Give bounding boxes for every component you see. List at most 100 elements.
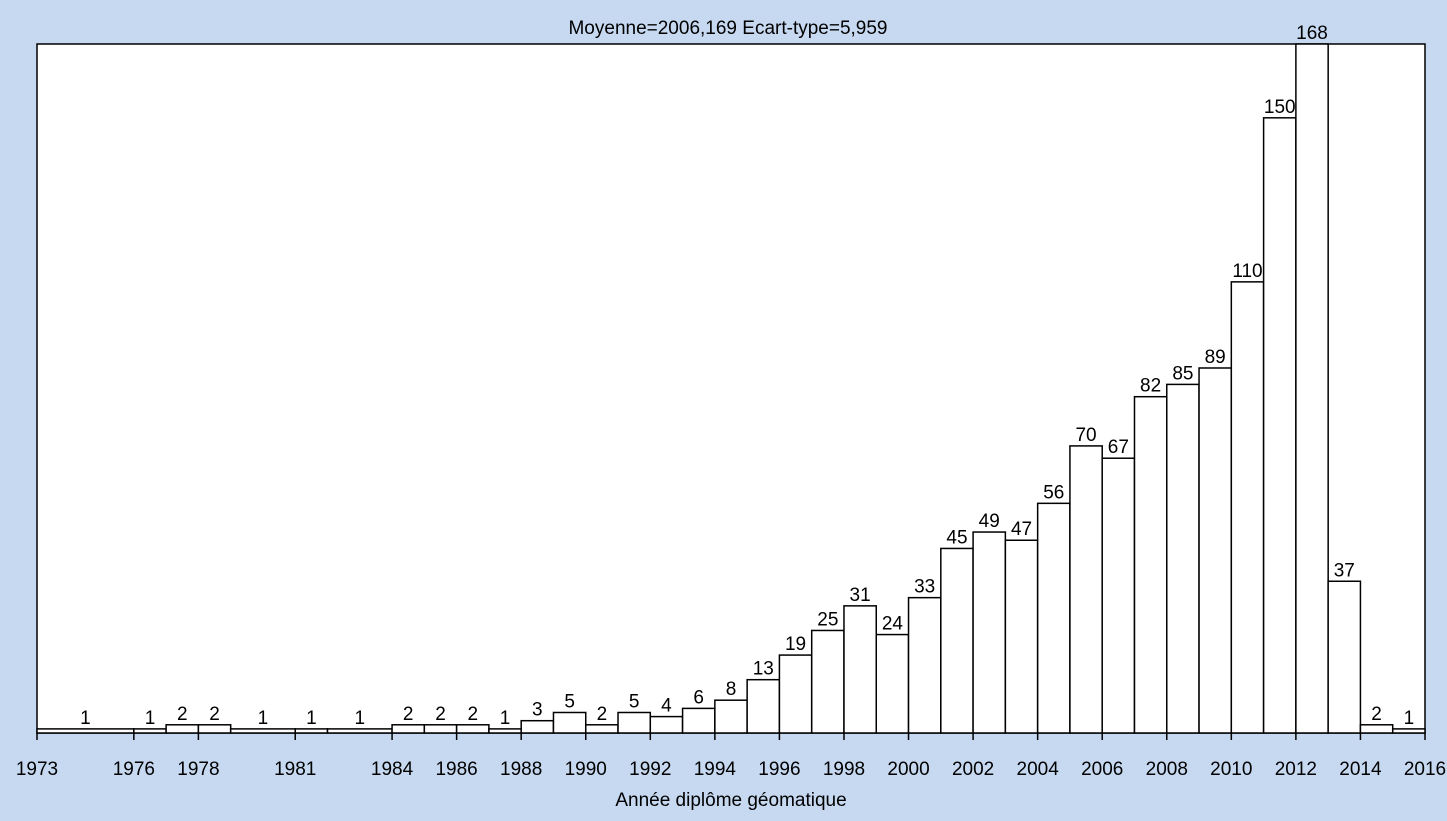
data-label: 24 bbox=[882, 614, 904, 635]
x-tick-label: 1998 bbox=[823, 759, 865, 780]
data-label: 1 bbox=[1404, 708, 1415, 729]
data-label: 110 bbox=[1232, 261, 1262, 282]
data-label: 33 bbox=[914, 577, 935, 598]
data-label: 82 bbox=[1140, 376, 1161, 397]
data-label: 150 bbox=[1264, 97, 1296, 118]
bar bbox=[810, 629, 845, 734]
bar bbox=[1198, 367, 1233, 734]
data-label: 1 bbox=[306, 708, 317, 729]
data-label: 37 bbox=[1334, 560, 1355, 581]
data-label: 70 bbox=[1075, 425, 1096, 446]
bar bbox=[1133, 395, 1168, 734]
bar bbox=[1069, 445, 1103, 734]
bar bbox=[488, 728, 522, 734]
data-label: 45 bbox=[946, 527, 967, 548]
data-label: 13 bbox=[753, 659, 774, 680]
bar bbox=[133, 728, 167, 734]
data-label: 5 bbox=[629, 691, 640, 712]
bar bbox=[843, 605, 878, 734]
bar bbox=[940, 547, 974, 734]
data-label: 31 bbox=[850, 585, 871, 606]
data-label: 47 bbox=[1011, 519, 1032, 540]
data-label: 67 bbox=[1108, 437, 1129, 458]
data-label: 2 bbox=[597, 704, 608, 725]
data-label: 3 bbox=[532, 700, 543, 721]
x-tick-label: 2000 bbox=[887, 759, 929, 780]
data-label: 2 bbox=[209, 704, 220, 725]
x-tick-label: 1988 bbox=[500, 759, 542, 780]
bar bbox=[455, 724, 490, 734]
data-label: 1 bbox=[80, 708, 91, 729]
x-tick-label: 1973 bbox=[16, 759, 58, 780]
bar bbox=[1101, 457, 1136, 734]
data-label: 2 bbox=[177, 704, 188, 725]
bar bbox=[907, 596, 942, 734]
bar bbox=[520, 719, 555, 734]
x-tick-label: 2014 bbox=[1339, 759, 1382, 780]
x-tick-label: 1981 bbox=[274, 759, 316, 780]
x-axis-label: Année diplôme géomatique bbox=[615, 790, 846, 811]
bar bbox=[1327, 580, 1362, 734]
data-label: 1 bbox=[145, 708, 156, 729]
bar bbox=[778, 654, 813, 734]
bar bbox=[552, 711, 587, 734]
bar bbox=[1230, 281, 1265, 734]
x-tick-label: 2004 bbox=[1017, 759, 1060, 780]
bar bbox=[391, 724, 426, 734]
bar bbox=[36, 728, 135, 734]
x-tick-label: 1984 bbox=[371, 759, 414, 780]
data-label: 19 bbox=[785, 634, 806, 655]
data-label: 8 bbox=[726, 679, 737, 700]
bar bbox=[584, 724, 619, 734]
x-tick-label: 1992 bbox=[629, 759, 671, 780]
bar bbox=[423, 724, 458, 734]
bar bbox=[294, 728, 329, 734]
data-label: 5 bbox=[564, 691, 575, 712]
bar bbox=[326, 728, 393, 734]
data-label: 4 bbox=[661, 696, 672, 717]
data-label: 2 bbox=[467, 704, 478, 725]
x-tick-label: 2008 bbox=[1146, 759, 1188, 780]
bar bbox=[617, 711, 652, 734]
bar bbox=[1391, 728, 1426, 734]
data-label: 1 bbox=[258, 708, 269, 729]
data-label: 49 bbox=[979, 511, 1000, 532]
x-tick-label: 2006 bbox=[1081, 759, 1123, 780]
data-label: 1 bbox=[355, 708, 366, 729]
x-tick-label: 1994 bbox=[694, 759, 737, 780]
bar bbox=[1004, 539, 1039, 734]
bar bbox=[1262, 117, 1297, 734]
x-tick-label: 1996 bbox=[758, 759, 800, 780]
bar bbox=[1359, 724, 1394, 734]
bar bbox=[197, 724, 232, 734]
x-tick-label: 1990 bbox=[565, 759, 607, 780]
data-label: 2 bbox=[403, 704, 414, 725]
bar bbox=[972, 531, 1007, 734]
data-label: 25 bbox=[817, 609, 838, 630]
data-label: 85 bbox=[1172, 363, 1193, 384]
bar bbox=[714, 699, 748, 734]
x-tick-label: 1986 bbox=[435, 759, 477, 780]
x-tick-label: 1976 bbox=[113, 759, 155, 780]
bar bbox=[165, 724, 200, 734]
x-tick-label: 2012 bbox=[1275, 759, 1317, 780]
x-tick-label: 1978 bbox=[177, 759, 219, 780]
bar bbox=[229, 728, 296, 734]
bar bbox=[1295, 43, 1329, 734]
bar bbox=[681, 707, 716, 734]
bar bbox=[875, 633, 910, 734]
bar bbox=[1036, 502, 1071, 734]
x-tick-label: 2002 bbox=[952, 759, 994, 780]
data-label: 89 bbox=[1205, 347, 1226, 368]
bar bbox=[649, 715, 684, 734]
data-label: 56 bbox=[1043, 482, 1064, 503]
data-label: 168 bbox=[1296, 23, 1328, 44]
data-label: 2 bbox=[1371, 704, 1382, 725]
x-tick-label: 2016 bbox=[1404, 759, 1446, 780]
data-label: 2 bbox=[435, 704, 446, 725]
bar bbox=[746, 678, 781, 734]
data-label: 1 bbox=[500, 708, 511, 729]
x-tick-label: 2010 bbox=[1210, 759, 1252, 780]
bar bbox=[1166, 383, 1200, 734]
